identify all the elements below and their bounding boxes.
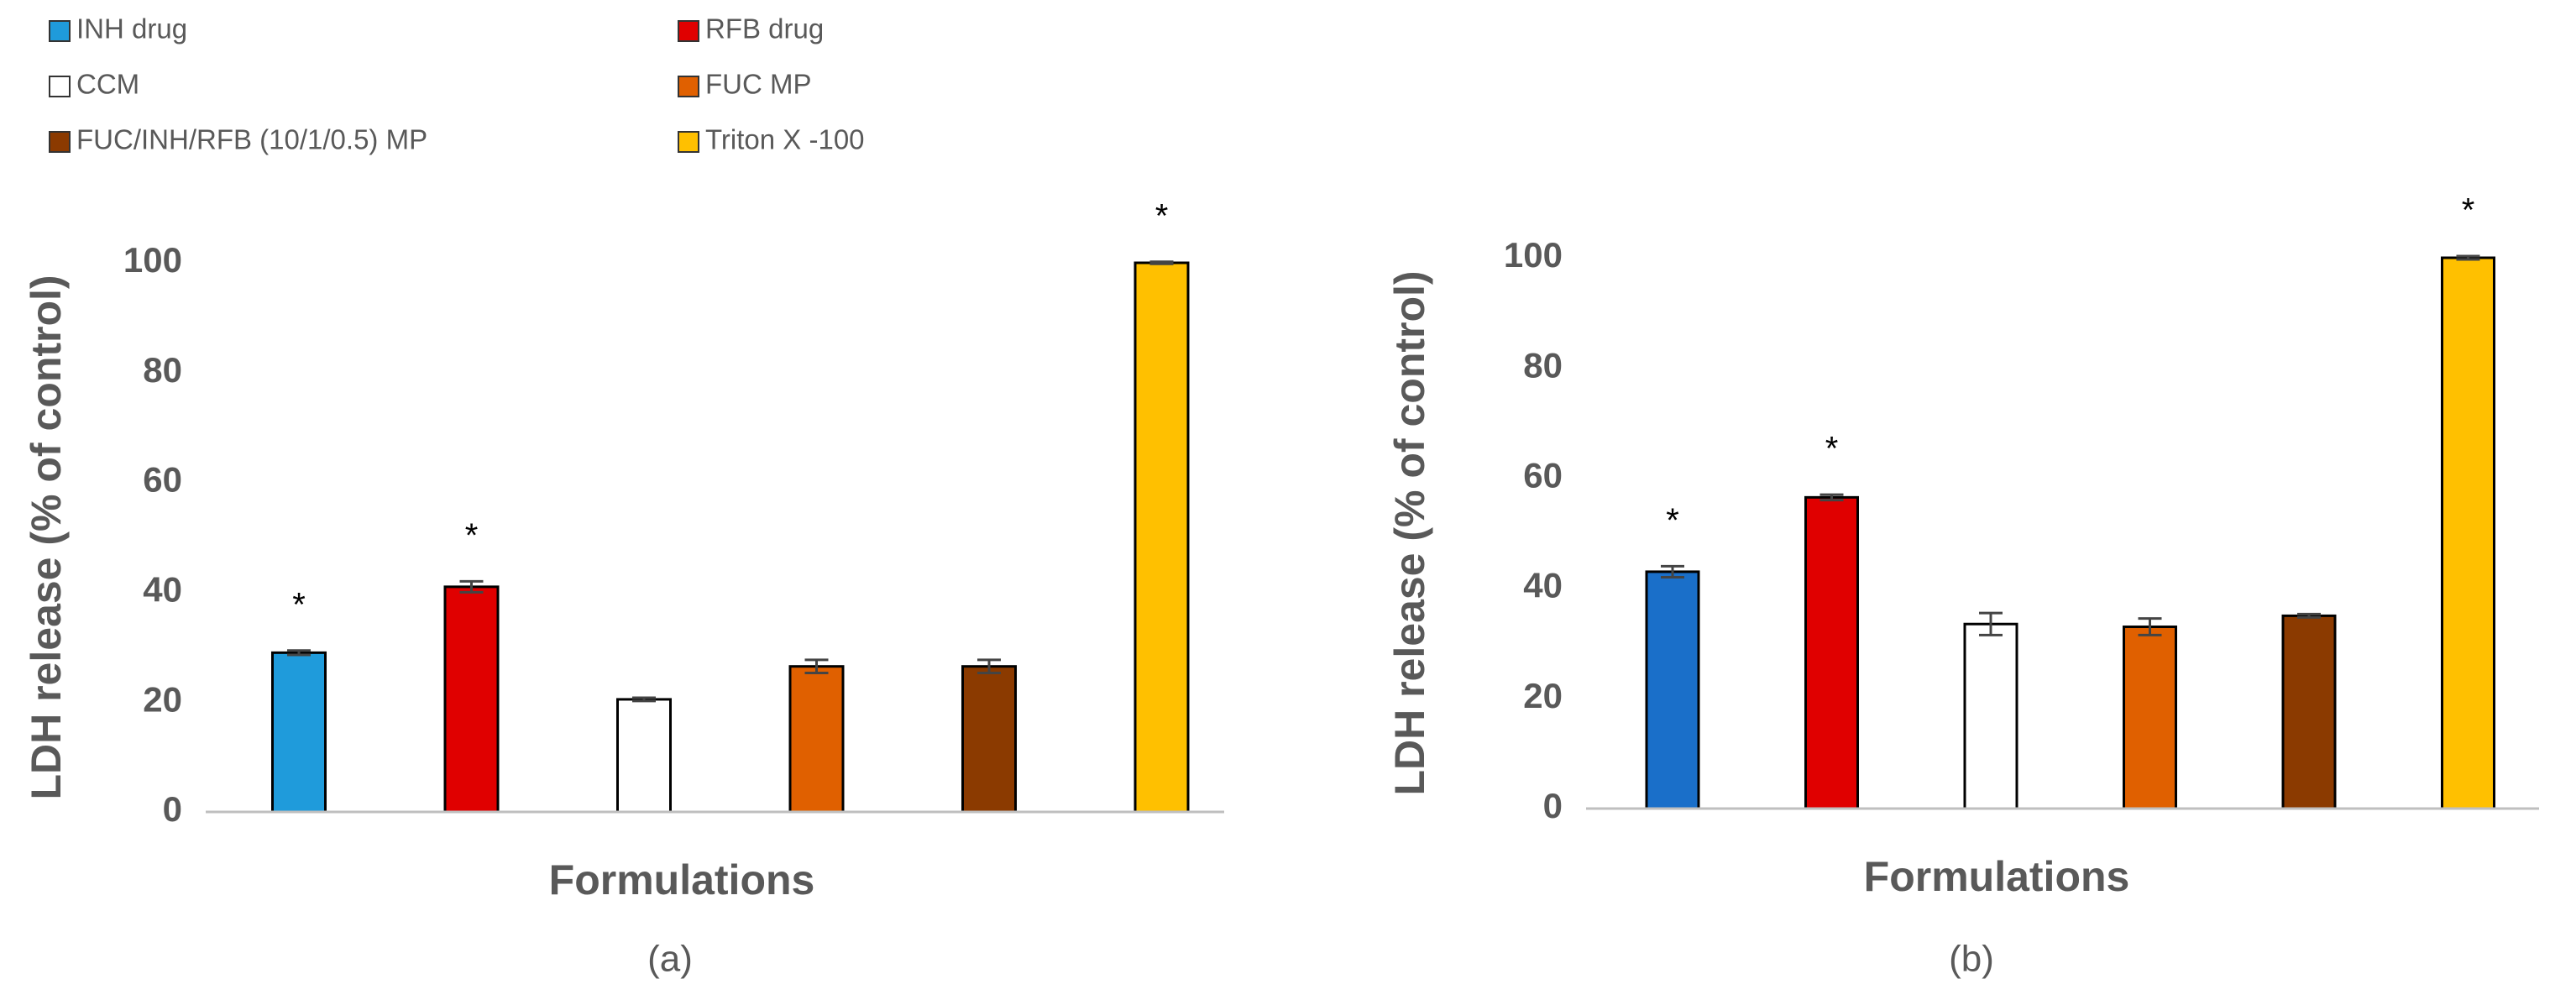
bar xyxy=(271,651,327,814)
legend-label: INH drug xyxy=(76,13,187,45)
y-tick-label: 40 xyxy=(1523,566,1563,605)
x-axis-title: Formulations xyxy=(549,856,815,903)
legend-label: FUC/INH/RFB (10/1/0.5) MP xyxy=(76,124,427,155)
y-axis-title: LDH release (% of control) xyxy=(1386,270,1433,795)
bar xyxy=(961,665,1017,814)
legend-label: FUC MP xyxy=(705,69,812,100)
legend-swatch xyxy=(49,20,71,42)
bar xyxy=(788,665,845,814)
y-tick-label: 60 xyxy=(1523,455,1563,495)
annotation: * xyxy=(292,586,306,623)
caption: (a) xyxy=(647,939,693,980)
y-tick-label: 60 xyxy=(143,460,182,500)
bar xyxy=(443,585,500,814)
legend-label: Triton X -100 xyxy=(705,124,865,155)
bar xyxy=(1963,622,2018,810)
legend-swatch xyxy=(678,131,699,153)
y-tick-label: 0 xyxy=(1543,786,1563,825)
y-tick-label: 20 xyxy=(1523,676,1563,715)
bar xyxy=(2123,626,2177,810)
bar xyxy=(1134,261,1190,814)
y-tick-label: 20 xyxy=(143,679,182,719)
annotation: * xyxy=(1825,431,1839,468)
legend-label: RFB drug xyxy=(705,13,824,45)
y-tick-label: 80 xyxy=(143,350,182,390)
y-tick-label: 100 xyxy=(1504,235,1563,275)
annotation: * xyxy=(2462,192,2475,229)
y-tick-label: 0 xyxy=(163,789,182,829)
y-tick-label: 80 xyxy=(1523,345,1563,385)
annotation: * xyxy=(1666,502,1679,539)
bar xyxy=(2441,256,2495,810)
bar xyxy=(1804,495,1859,810)
y-tick-label: 40 xyxy=(143,569,182,609)
bar xyxy=(1645,570,1700,810)
legend-swatch xyxy=(678,76,699,97)
annotation: * xyxy=(1155,197,1169,234)
legend-swatch xyxy=(49,131,71,153)
legend-swatch xyxy=(678,20,699,42)
bar xyxy=(616,698,672,814)
legend-swatch xyxy=(49,76,71,97)
x-axis-title: Formulations xyxy=(1864,853,2130,900)
legend-label: CCM xyxy=(76,69,139,100)
caption: (b) xyxy=(1949,939,1994,980)
bar xyxy=(2281,614,2337,810)
annotation: * xyxy=(465,517,479,554)
y-axis-title: LDH release (% of control) xyxy=(23,275,70,799)
y-tick-label: 100 xyxy=(123,240,182,280)
